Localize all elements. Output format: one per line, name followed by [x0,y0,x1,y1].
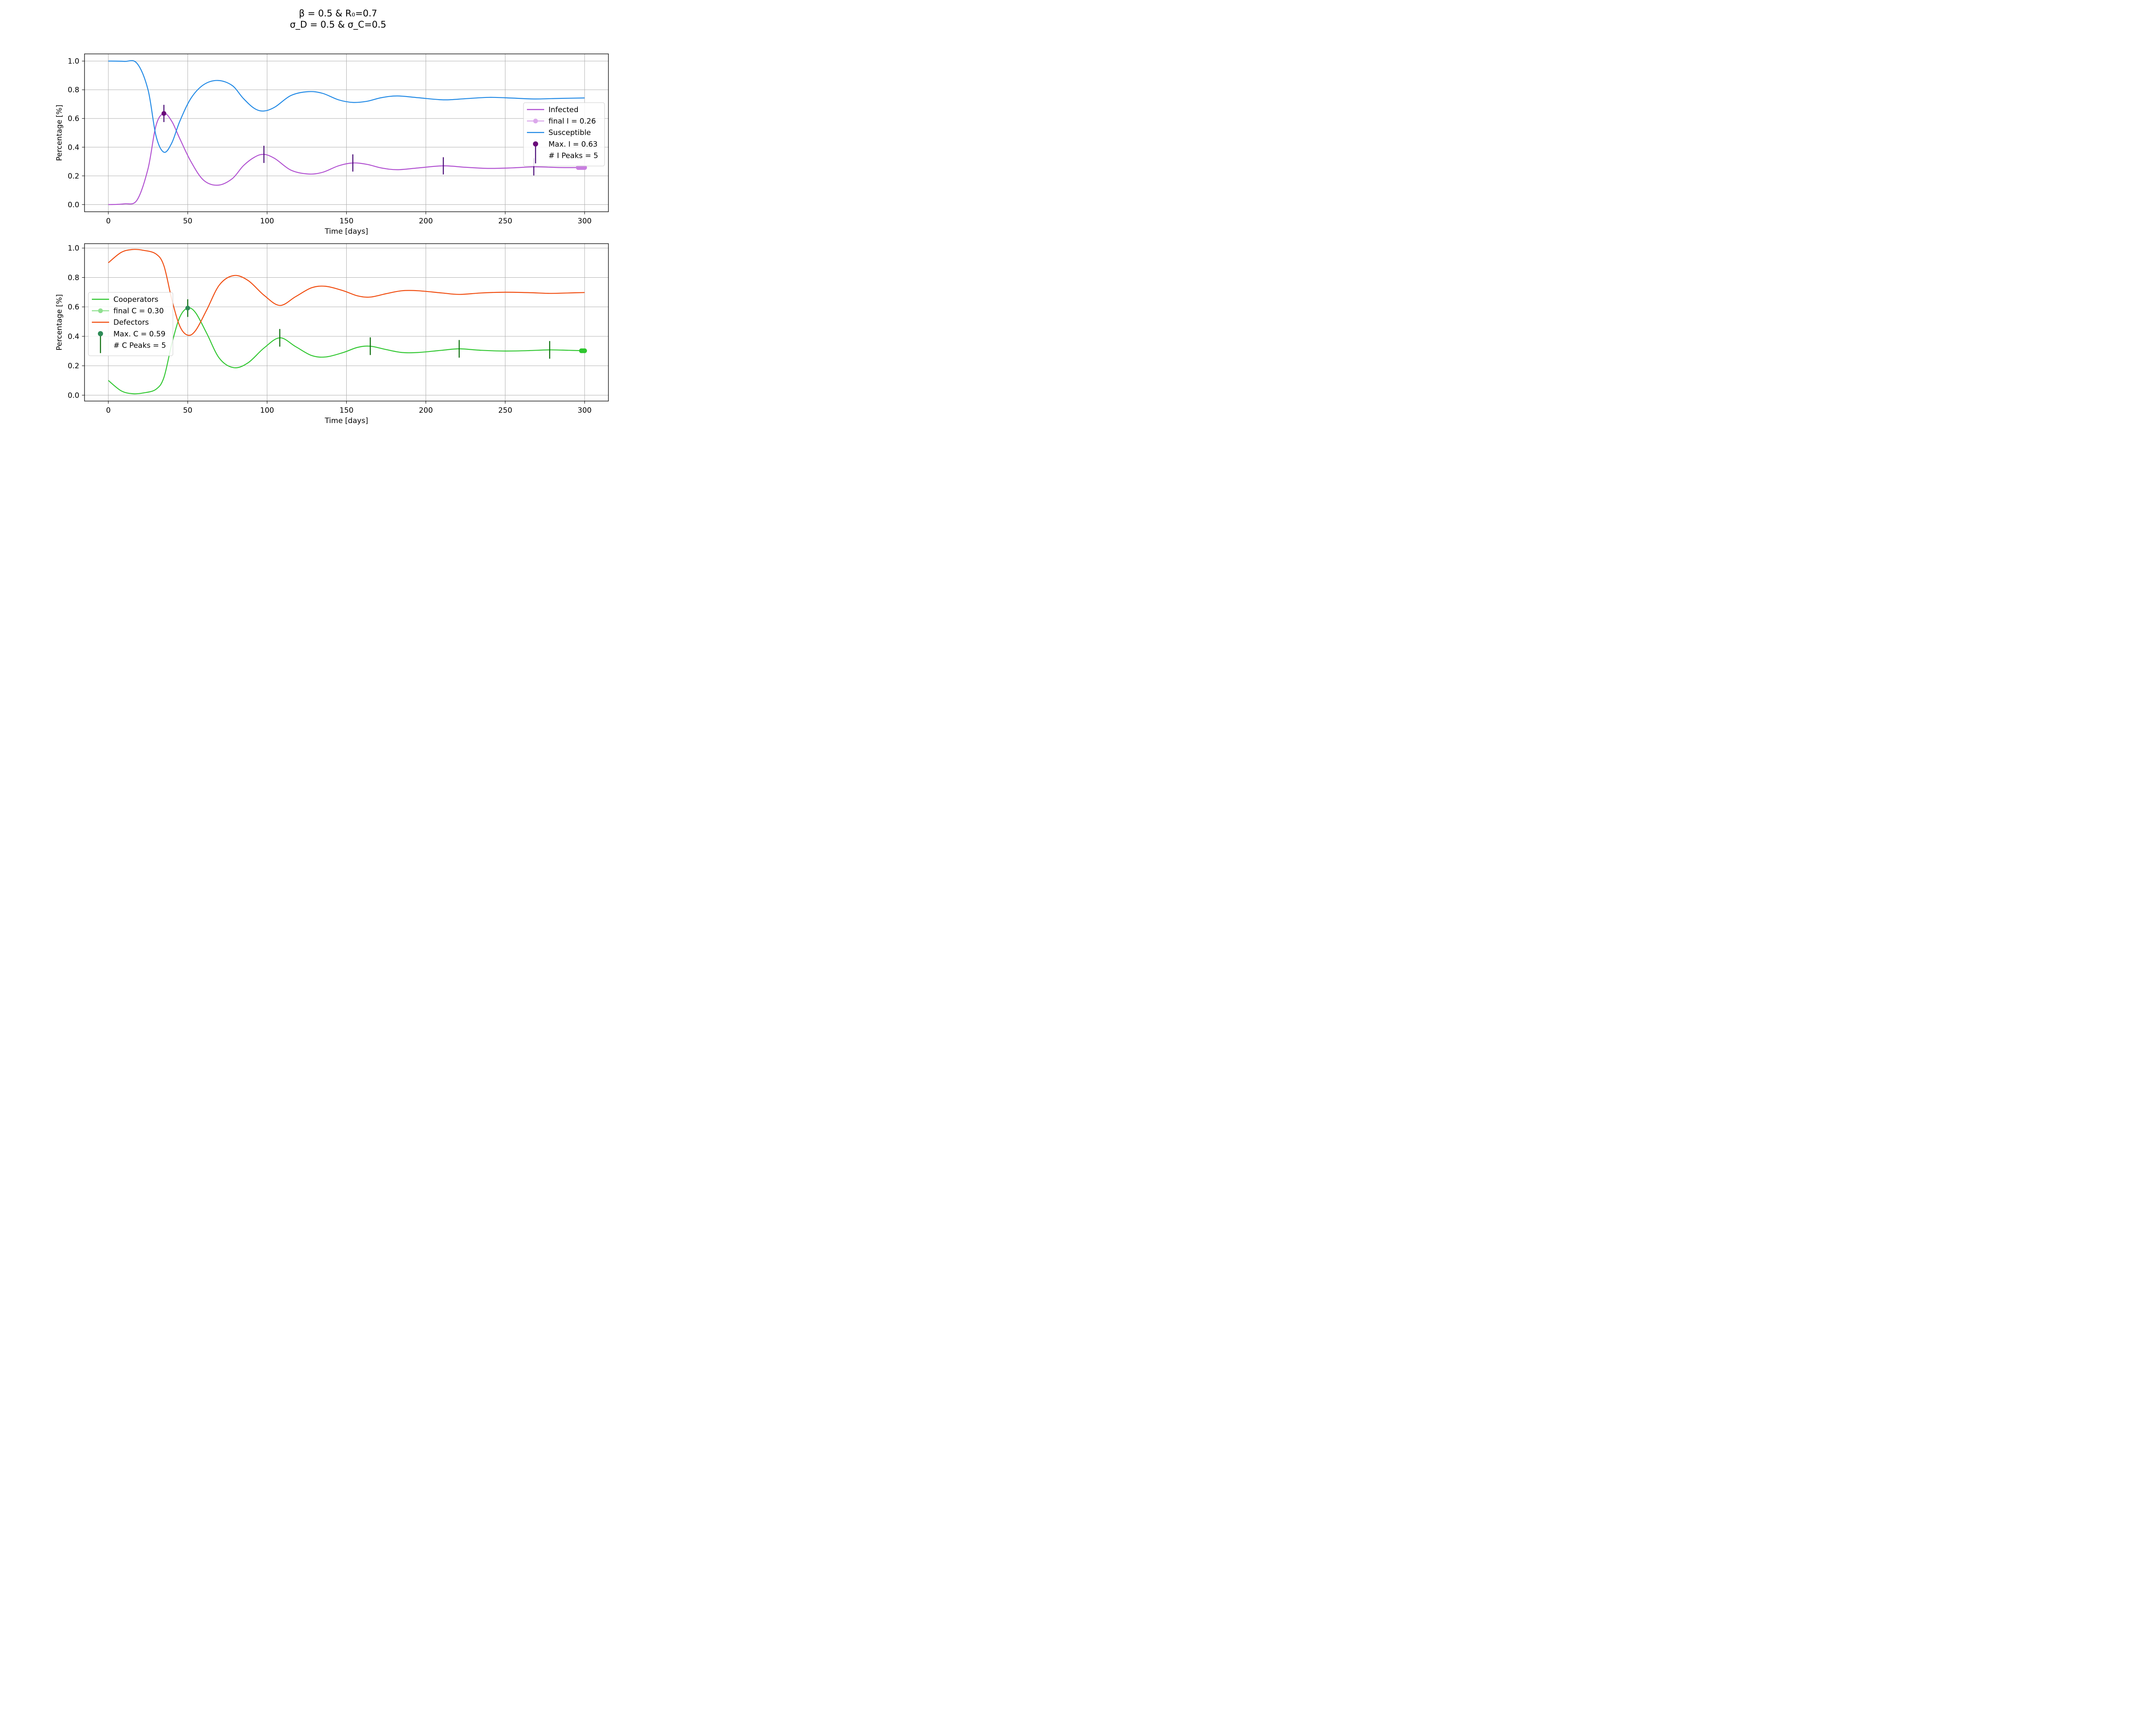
legend-label: final I = 0.26 [548,117,596,126]
y-tick-label: 0.2 [68,172,79,181]
figure-canvas: 0 50 100 150 200 250 300 0.0 0.2 0.4 0.6 0.8 1.0 Time… [55,53,609,425]
y-tick-label: 0.0 [68,391,79,400]
legend-label: Defectors [113,318,149,327]
legend: Infected final I = 0.26 Susceptible Max. I … [523,102,605,166]
y-tick-label: 0.6 [68,115,79,123]
series-line-defectors [108,249,585,336]
y-tick-label: 0.2 [68,362,79,370]
x-tick-label: 200 [419,406,432,415]
y-tick-label: 0.4 [68,143,79,152]
y-tick-label: 0.4 [68,332,79,341]
legend-label: Cooperators [113,295,158,304]
legend-label: Susceptible [548,129,591,137]
y-tick-label: 1.0 [68,57,79,66]
legend-dot-swatch [98,308,103,314]
x-tick-label: 300 [578,406,592,415]
x-tick-label: 0 [106,217,111,226]
final-marker [582,348,587,353]
plot-area [108,249,587,395]
y-axis-label: Percentage [%] [55,294,64,350]
x-tick-label: 250 [498,217,512,226]
x-tick-label: 200 [419,217,432,226]
y-axis-label: Percentage [%] [55,105,64,161]
y-tick-label: 0.0 [68,201,79,209]
y-tick-label: 0.8 [68,273,79,282]
x-tick-label: 0 [106,406,111,415]
x-tick-label: 100 [260,406,274,415]
legend-dot-swatch [533,119,538,124]
max-marker [161,111,166,116]
x-tick-label: 300 [578,217,592,226]
legend-label: # I Peaks = 5 [548,151,598,160]
figure-title-line-2: σ_D = 0.5 & σ_C=0.5 [290,19,386,30]
x-tick-label: 50 [183,217,192,226]
legend: Cooperators final C = 0.30 Defectors Max. C… [88,292,173,356]
max-marker [185,305,190,310]
series-line-cooperators [108,307,585,395]
chart-panel-2: 0 50 100 150 200 250 300 0.0 0.2 0.4 0.6 0.8 1.0 Time… [55,243,609,425]
x-tick-label: 150 [339,217,353,226]
x-tick-label: 250 [498,406,512,415]
legend-label: final C = 0.30 [113,307,164,316]
x-tick-label: 50 [183,406,192,415]
legend-label: Max. I = 0.63 [548,140,598,149]
final-marker [582,165,587,170]
y-tick-label: 0.6 [68,303,79,312]
legend-label: # C Peaks = 5 [113,341,166,350]
legend-box [523,102,605,166]
x-axis-label: Time [days] [324,227,368,236]
legend-label: Max. C = 0.59 [113,330,166,339]
legend-label: Infected [548,106,579,114]
y-tick-label: 0.8 [68,86,79,94]
series-line-susceptible [108,60,585,153]
y-tick-label: 1.0 [68,244,79,253]
x-axis-label: Time [days] [324,417,368,425]
plot-area [108,60,587,205]
legend-marker-swatch [533,141,538,147]
x-tick-label: 100 [260,217,274,226]
x-tick-label: 150 [339,406,353,415]
legend-marker-swatch [98,331,103,336]
legend-box [88,292,173,356]
chart-panel-1: 0 50 100 150 200 250 300 0.0 0.2 0.4 0.6 0.8 1.0 Time… [55,53,609,236]
figure-title-line-1: β = 0.5 & R₀=0.7 [299,8,377,19]
